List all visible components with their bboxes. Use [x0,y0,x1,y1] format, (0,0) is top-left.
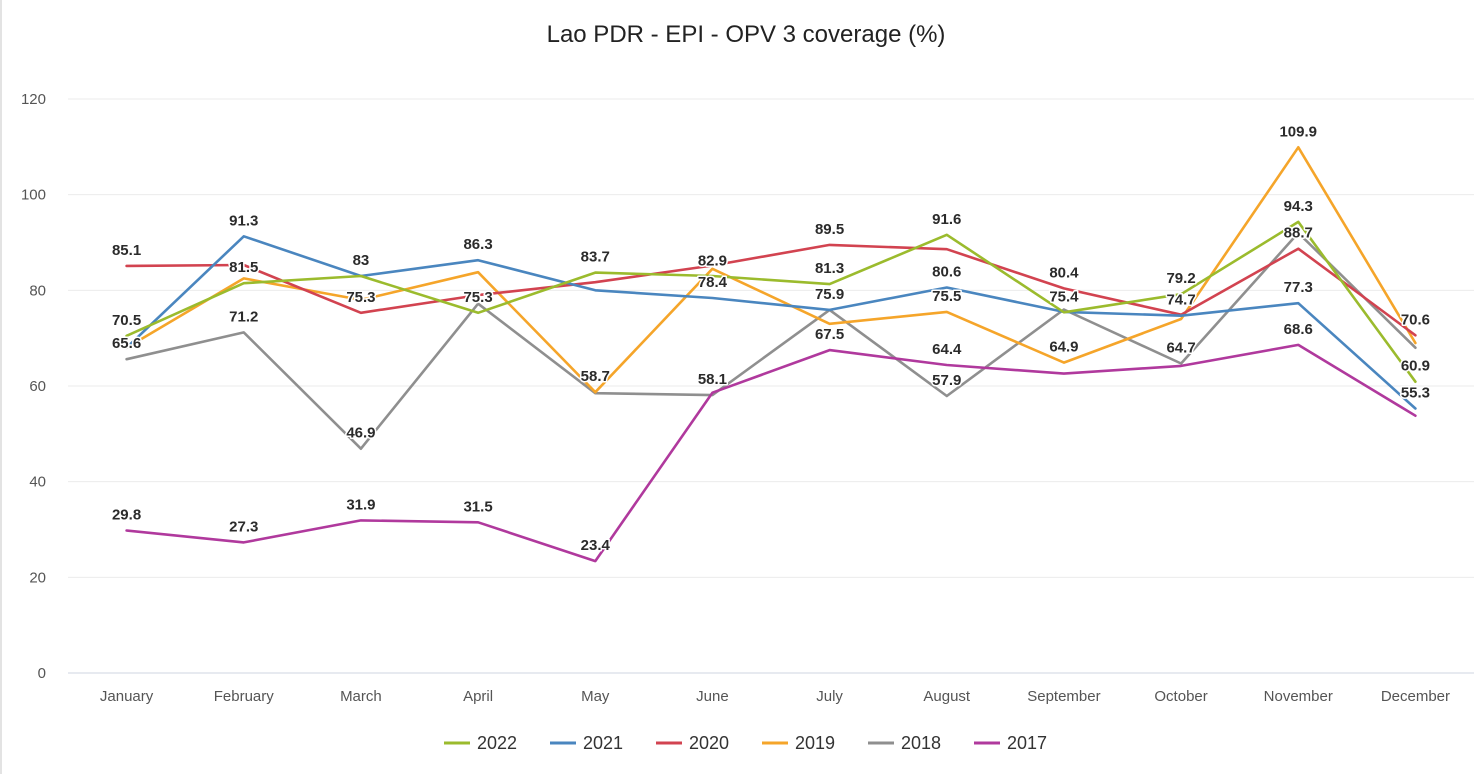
legend-label-2021: 2021 [583,733,623,753]
data-label: 55.3 [1401,384,1430,401]
data-label: 75.3 [463,289,492,306]
y-tick-label: 0 [38,665,46,682]
legend-label-2020: 2020 [689,733,729,753]
legend: 2022 2021 2020 2019 2018 2017 [444,733,1047,753]
y-tick-label: 60 [29,378,46,395]
y-tick-label: 100 [21,187,46,204]
data-label: 94.3 [1284,198,1313,215]
data-label: 81.3 [815,260,844,277]
data-label: 74.7 [1166,292,1195,309]
data-label: 31.9 [346,496,375,513]
data-label: 64.9 [1049,339,1078,356]
series-line-2021 [125,235,1417,410]
data-label: 91.3 [229,212,258,229]
series-line-2017 [125,343,1417,563]
data-label: 70.5 [112,312,141,329]
data-label: 91.6 [932,211,961,228]
data-label: 75.5 [932,288,961,305]
x-tick-label: February [214,688,275,705]
series-line-2022 [125,220,1417,384]
y-tick-label: 40 [29,474,46,491]
legend-label-2019: 2019 [795,733,835,753]
x-tick-label: June [696,688,729,705]
data-label: 81.5 [229,259,258,276]
data-label: 65.6 [112,335,141,352]
x-tick-label: August [923,688,971,705]
data-label: 80.6 [932,263,961,280]
data-label: 70.6 [1401,311,1430,328]
x-tick-label: July [816,688,843,705]
data-label: 77.3 [1284,279,1313,296]
data-label: 80.4 [1049,264,1079,281]
data-label: 64.7 [1166,340,1195,357]
data-label: 75.3 [346,289,375,306]
data-label: 83 [353,252,370,269]
data-label: 109.9 [1279,123,1317,140]
gridlines [68,98,1474,674]
data-label: 85.1 [112,242,141,259]
left-border [0,0,2,774]
data-label: 71.2 [229,308,258,325]
data-label: 68.6 [1284,321,1313,338]
data-labels: 70.5 81.5 75.3 83.7 81.3 91.6 75.4 79.2 94.3 60.9… [110,122,1431,556]
data-label: 46.9 [346,425,375,442]
legend-label-2018: 2018 [901,733,941,753]
x-axis-ticks: January February March April May June July Augu… [100,688,1450,705]
data-label: 64.4 [932,341,962,358]
series-line-2018 [125,231,1417,451]
data-label: 75.4 [1049,288,1079,305]
y-axis-ticks: 0 20 40 60 80 100 120 [21,91,46,682]
legend-label-2022: 2022 [477,733,517,753]
data-label: 58.1 [698,371,727,388]
data-label: 75.9 [815,286,844,303]
data-label: 27.3 [229,518,258,535]
data-label: 78.4 [698,274,728,291]
y-tick-label: 80 [29,282,46,299]
x-tick-label: April [463,688,493,705]
data-label: 89.5 [815,221,844,238]
data-label: 83.7 [581,249,610,266]
chart-title: Lao PDR - EPI - OPV 3 coverage (%) [547,21,946,48]
series-lines [125,146,1417,563]
series-line-2020 [125,243,1417,337]
y-tick-label: 20 [29,569,46,586]
data-label: 60.9 [1401,358,1430,375]
data-label: 88.7 [1284,225,1313,242]
data-label: 86.3 [463,236,492,253]
x-tick-label: September [1027,688,1100,705]
x-tick-label: January [100,688,154,705]
data-label: 58.7 [581,368,610,385]
x-tick-label: October [1154,688,1207,705]
x-tick-label: May [581,688,610,705]
data-label: 29.8 [112,506,141,523]
series-line-2019 [125,146,1417,394]
x-tick-label: November [1264,688,1333,705]
data-label: 82.9 [698,252,727,269]
x-tick-label: December [1381,688,1450,705]
data-label: 67.5 [815,326,844,343]
data-label: 57.9 [932,372,961,389]
data-label: 23.4 [581,537,611,554]
data-label: 31.5 [463,498,492,515]
legend-label-2017: 2017 [1007,733,1047,753]
x-tick-label: March [340,688,382,705]
data-label: 79.2 [1166,270,1195,287]
y-tick-label: 120 [21,91,46,108]
